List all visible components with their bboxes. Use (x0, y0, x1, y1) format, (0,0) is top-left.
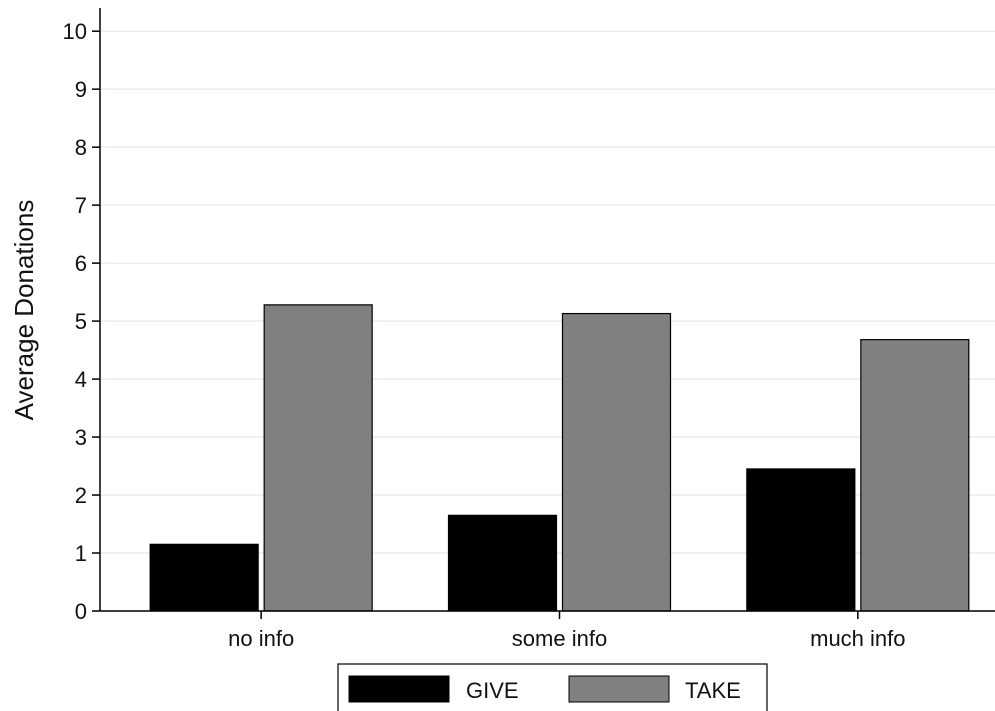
y-ticks: 0 1 2 3 4 5 6 7 8 9 10 (63, 19, 100, 624)
bar-take-much-info (860, 339, 970, 612)
y-tick-label: 1 (75, 541, 87, 566)
legend-label-give: GIVE (466, 678, 519, 703)
y-tick-label: 7 (75, 193, 87, 218)
bars (149, 304, 970, 612)
legend-swatch-give (348, 675, 450, 703)
y-tick-label: 8 (75, 135, 87, 160)
y-tick-label: 4 (75, 367, 87, 392)
axes (99, 8, 995, 612)
y-tick-label: 6 (75, 251, 87, 276)
x-tick-label: no info (228, 626, 294, 651)
bar-take-no-info (263, 304, 373, 612)
bar-give-much-info (746, 468, 856, 612)
y-tick-label: 3 (75, 425, 87, 450)
bar-give-some-info (447, 514, 558, 612)
bar-take-some-info (561, 312, 672, 612)
gridlines (100, 30, 995, 554)
y-tick-label: 9 (75, 77, 87, 102)
y-axis-title: Average Donations (9, 200, 39, 421)
y-tick-label: 10 (63, 19, 87, 44)
legend-swatch-take (568, 675, 670, 703)
x-tick-label: much info (810, 626, 905, 651)
legend-label-take: TAKE (685, 678, 741, 703)
bar-give-no-info (149, 543, 259, 612)
x-tick-label: some info (512, 626, 607, 651)
y-tick-label: 0 (75, 599, 87, 624)
y-tick-label: 2 (75, 483, 87, 508)
x-ticks: no info some info much info (228, 611, 906, 651)
y-tick-label: 5 (75, 309, 87, 334)
legend: GIVE TAKE (337, 663, 768, 711)
